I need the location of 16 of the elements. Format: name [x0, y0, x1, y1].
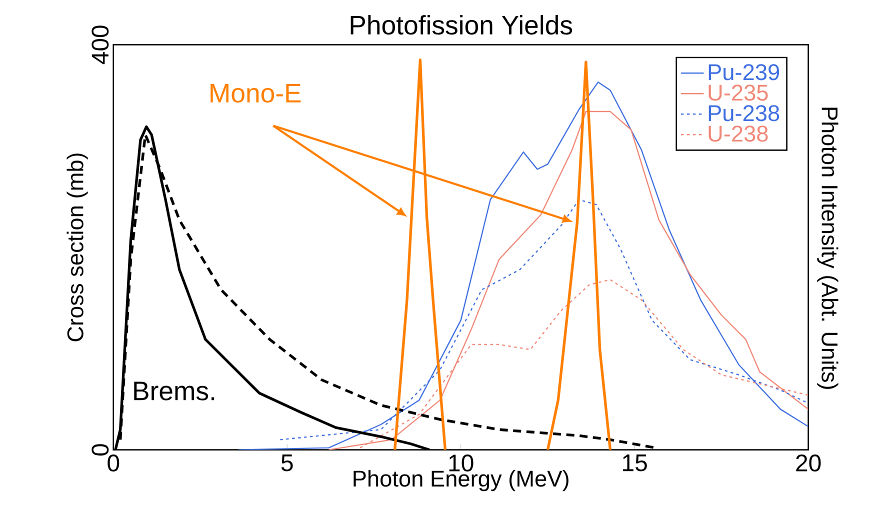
- legend-label: U-235: [708, 84, 768, 101]
- legend-label: U-238: [708, 126, 768, 142]
- chart-title: Photofission Yields: [350, 15, 572, 35]
- annotation: Brems.: [134, 382, 214, 400]
- legend-label: Pu-238: [708, 105, 780, 122]
- x-tick-label: 20: [796, 454, 821, 472]
- legend-label: Pu-239: [708, 64, 780, 80]
- y2-axis-title: Photon Intensity (Abt. Units): [817, 108, 838, 389]
- y-tick-label: 400: [92, 26, 109, 64]
- x-tick-label: 15: [623, 454, 647, 472]
- x-tick-label: 5: [281, 454, 293, 472]
- line-series: [546, 60, 612, 450]
- y-axis-title: Cross section (mb): [66, 154, 88, 342]
- x-axis-title: Photon Energy (MeV): [354, 470, 568, 492]
- x-tick-label: 10: [449, 454, 474, 472]
- annotation: Mono-E: [210, 84, 301, 103]
